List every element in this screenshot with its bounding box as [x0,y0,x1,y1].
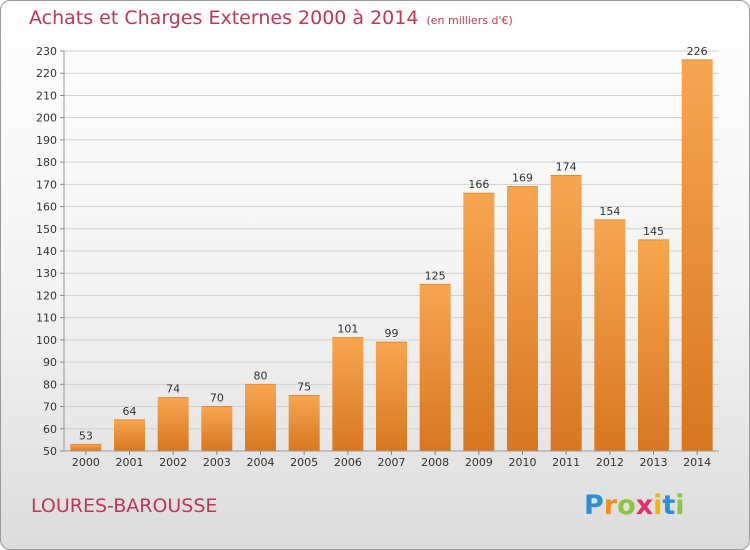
bar [681,59,713,452]
y-tick-label: 210 [36,89,57,102]
x-tick-label: 2001 [116,456,144,469]
commune-name: LOURES-BAROUSSE [31,495,218,517]
chart-title-text: Achats et Charges Externes 2000 à 2014 [29,7,419,29]
bars [70,59,713,452]
x-tick-label: 2013 [640,456,668,469]
data-label: 174 [556,160,577,173]
y-tick-label: 200 [36,112,57,125]
data-label: 64 [123,405,137,418]
data-label: 74 [166,383,180,396]
x-tick-label: 2010 [509,456,537,469]
y-tick-label: 140 [36,245,57,258]
bar [594,219,626,451]
data-label: 154 [599,205,620,218]
data-label: 101 [337,323,358,336]
data-label: 226 [687,45,708,58]
bar [201,406,233,451]
y-tick-label: 120 [36,289,57,302]
y-tick-label: 60 [43,423,57,436]
chart-unit: (en milliers d'€) [426,14,513,27]
y-tick-label: 230 [36,45,57,58]
bar [463,193,495,451]
bar [376,342,407,451]
bar [638,239,669,451]
bar [245,384,276,451]
bar [157,397,189,451]
x-tick-label: 2002 [159,456,187,469]
bar [507,186,538,452]
y-tick-label: 150 [36,223,57,236]
proxiti-logo[interactable]: Proxiti [584,490,685,521]
bar [114,419,145,451]
data-label: 145 [643,225,664,238]
data-label: 125 [425,269,446,282]
y-tick-label: 160 [36,201,57,214]
y-tick-label: 50 [43,445,57,458]
x-tick-label: 2005 [290,456,318,469]
y-tick-label: 100 [36,334,57,347]
bar [288,395,320,451]
y-tick-label: 180 [36,156,57,169]
y-tick-label: 190 [36,134,57,147]
data-label: 99 [385,327,399,340]
data-label: 70 [210,392,224,405]
data-labels: 53 64 74 70 80 75 101 99 125 166 169 174 154 145 226 [79,45,708,442]
y-tick-label: 90 [43,356,57,369]
y-tick-label: 80 [43,378,57,391]
y-tick-label: 130 [36,267,57,280]
bar [70,444,102,451]
bar [550,175,582,451]
y-tick-label: 170 [36,178,57,191]
y-tick-label: 110 [36,312,57,325]
y-tick-label: 70 [43,401,57,414]
axes: 50 60 70 80 90 100 110 120 130 140 150 160 170 180 190… [36,45,719,469]
bar [419,284,451,451]
x-tick-label: 2014 [683,456,711,469]
x-tick-label: 2009 [465,456,493,469]
data-label: 169 [512,172,533,185]
x-tick-label: 2000 [72,456,100,469]
x-tick-label: 2012 [596,456,624,469]
data-label: 75 [297,380,311,393]
x-tick-label: 2008 [421,456,449,469]
x-tick-label: 2011 [552,456,580,469]
y-tick-label: 220 [36,67,57,80]
bar [332,337,364,451]
data-label: 166 [468,178,489,191]
x-tick-label: 2007 [378,456,406,469]
x-tick-label: 2004 [247,456,275,469]
x-tick-label: 2003 [203,456,231,469]
chart-title: Achats et Charges Externes 2000 à 2014 (e… [29,7,513,29]
data-label: 53 [79,429,93,442]
data-label: 80 [254,369,268,382]
x-tick-label: 2006 [334,456,362,469]
